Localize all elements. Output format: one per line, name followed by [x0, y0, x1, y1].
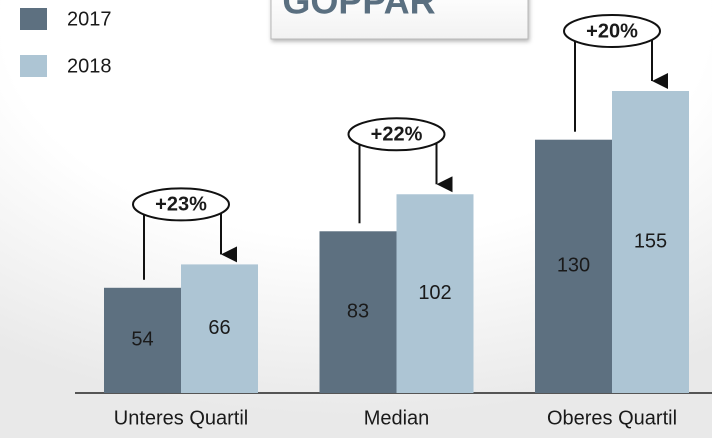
annotation: +23%: [155, 194, 207, 216]
bar: [319, 231, 397, 393]
value-label: 102: [418, 282, 451, 304]
bar: [612, 91, 689, 393]
x-tick-label: Unteres Quartil: [114, 407, 249, 429]
legend-swatch: [20, 55, 47, 77]
value-label: 54: [131, 329, 153, 351]
bar: [396, 194, 474, 393]
chart-title: GOPPAR: [282, 0, 435, 22]
annotation-ellipse: [347, 117, 446, 152]
legend-label: 2018: [67, 55, 112, 77]
x-tick-label: Median: [364, 407, 430, 429]
x-tick-label: Oberes Quartil: [547, 407, 677, 429]
value-label: 155: [634, 230, 667, 252]
bar: [535, 139, 612, 393]
value-label: 66: [208, 317, 230, 339]
value-label: 130: [557, 255, 590, 277]
legend-swatch: [20, 8, 47, 30]
annotation-ellipse: [563, 14, 661, 48]
annotation: +22%: [371, 124, 423, 146]
annotation: +20%: [586, 20, 638, 42]
bar: [104, 287, 181, 393]
legend-label: 2017: [67, 8, 112, 30]
title-box: [270, 0, 529, 40]
value-label: 83: [347, 300, 369, 322]
annotation-ellipse: [132, 187, 230, 222]
bar: [181, 264, 258, 393]
